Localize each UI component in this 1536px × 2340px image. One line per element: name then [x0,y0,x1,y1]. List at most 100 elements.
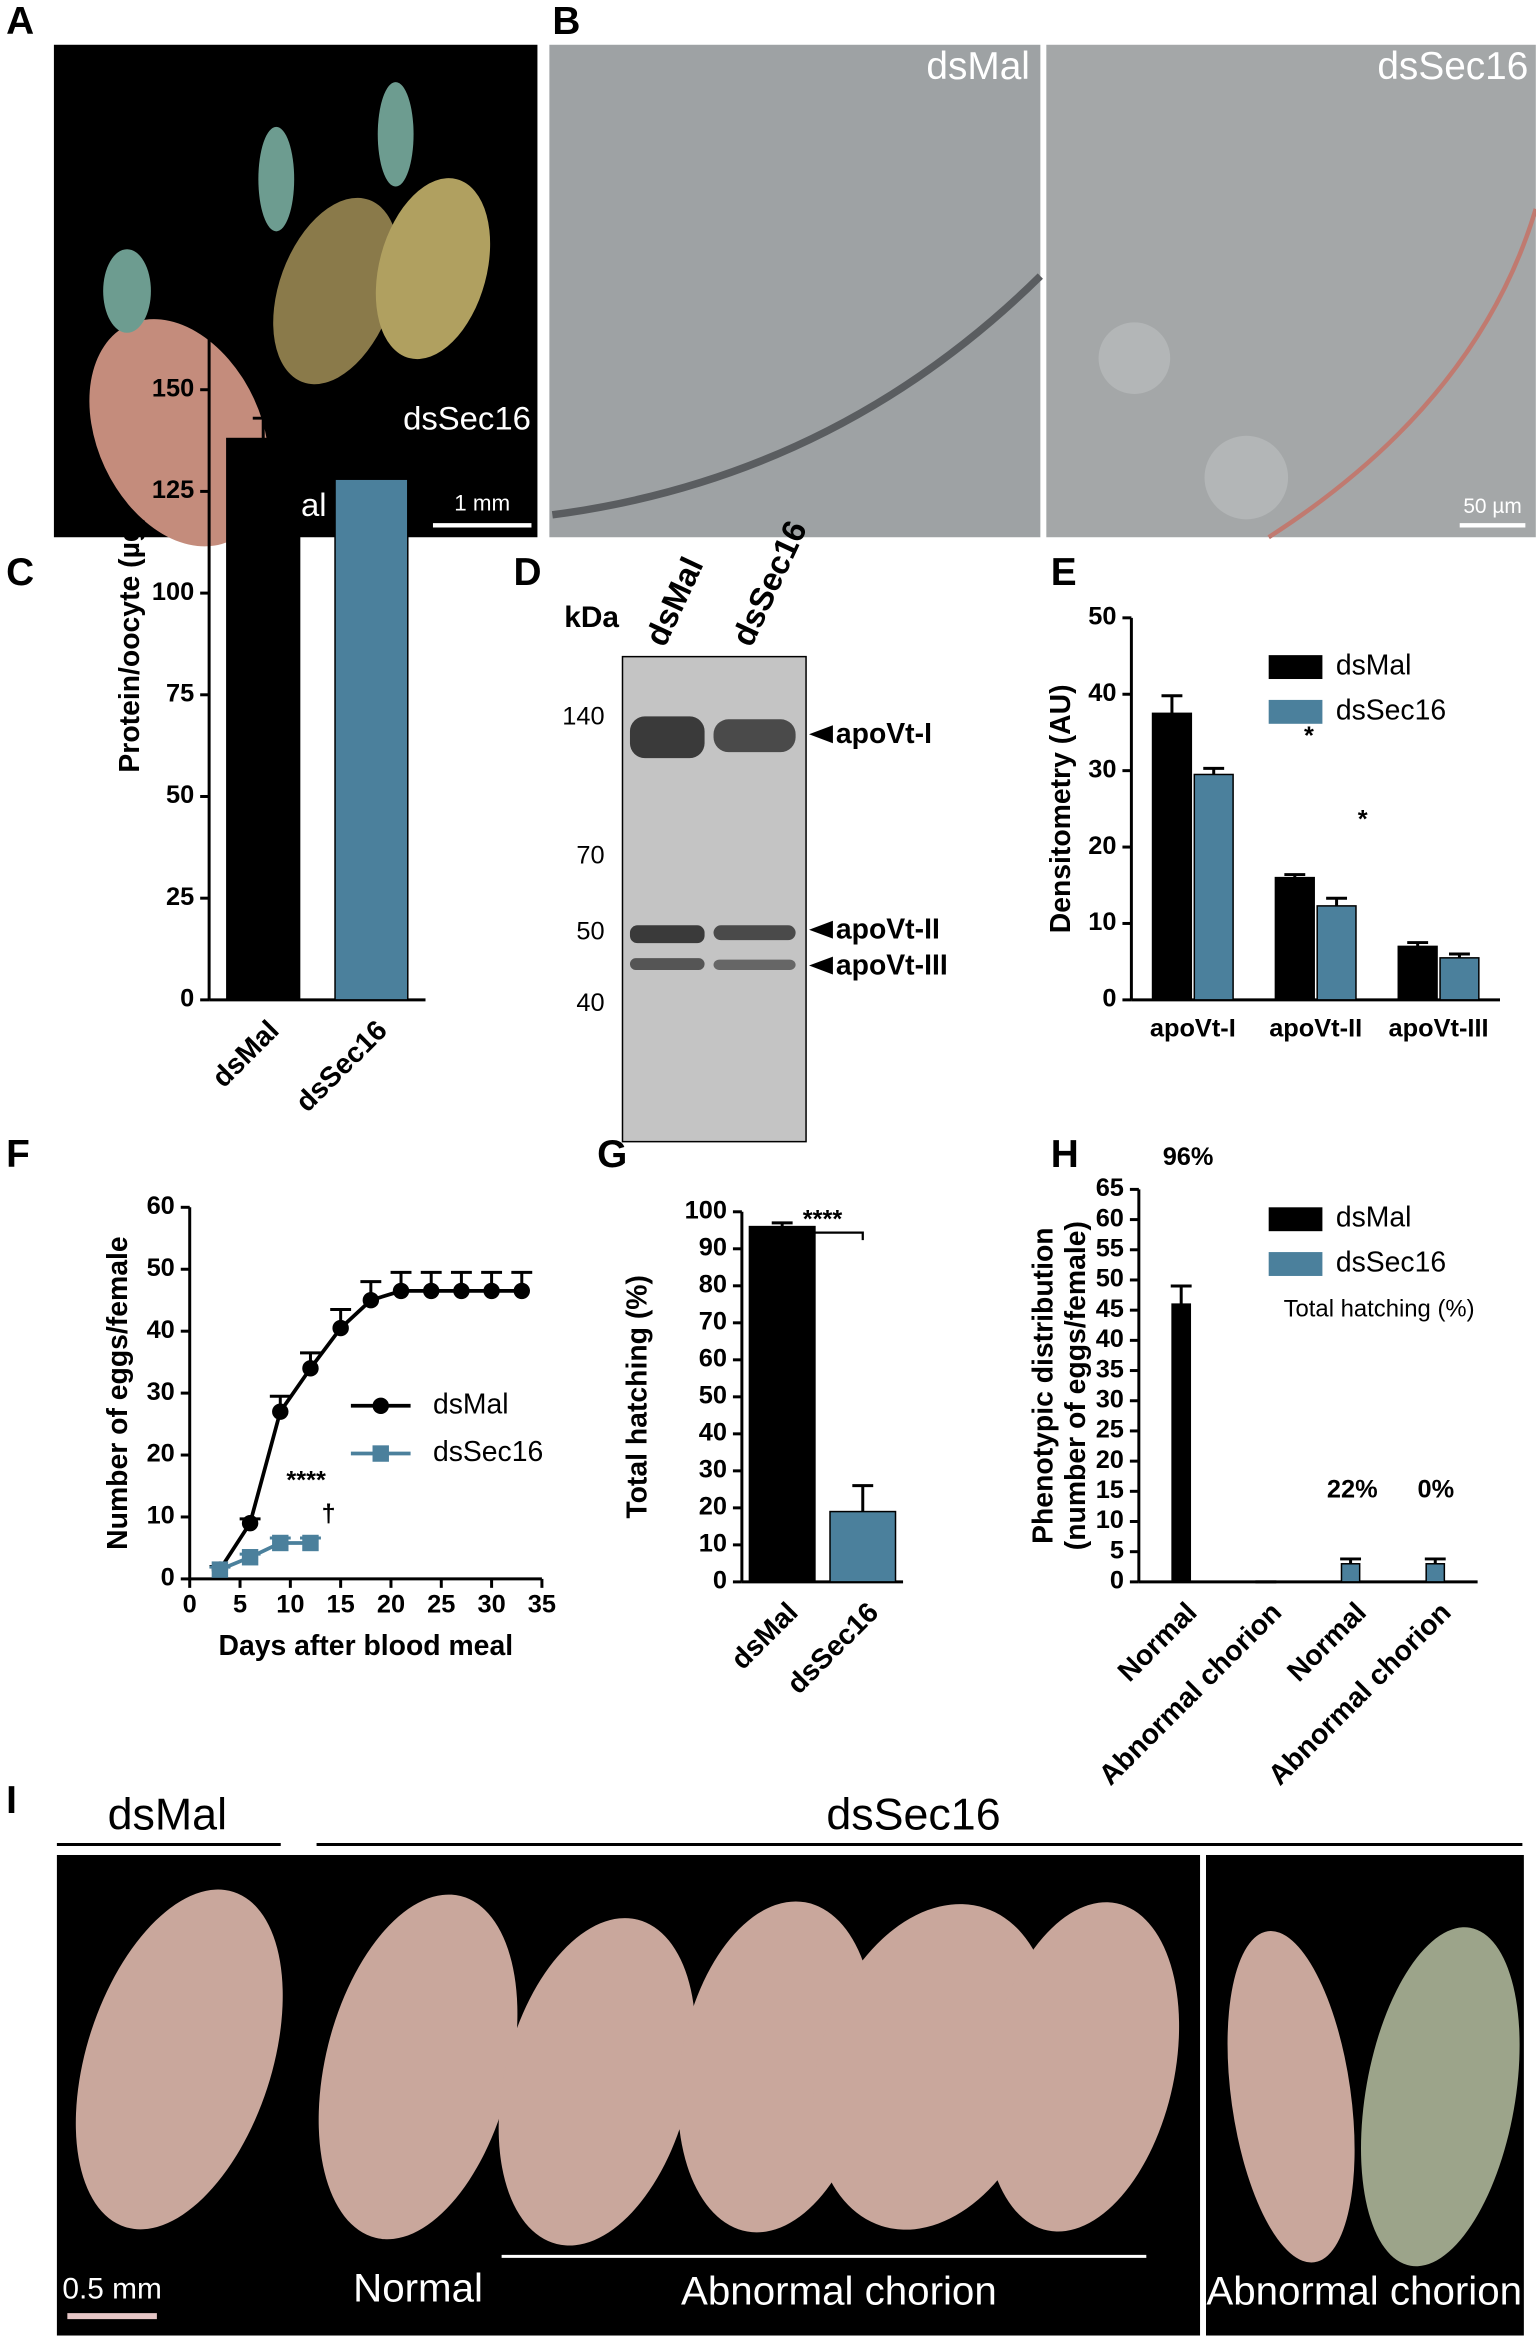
group-label: dsMal [108,1790,227,1840]
y-axis-label: Phenotypic distribution [1027,1227,1059,1544]
y-tick-label: 10 [699,1530,727,1558]
y-tick-label: 5 [1110,1536,1124,1564]
y-tick-label: 90 [699,1233,727,1261]
annotation: † [321,1499,335,1527]
panel-letter: B [552,0,580,43]
y-tick-label: 10 [1096,1506,1124,1534]
legend-label: dsMal [433,1388,509,1420]
photo-label: Normal [353,2265,483,2310]
y-tick-label: 20 [1096,1446,1124,1474]
marker [272,1534,289,1552]
marker [423,1282,440,1300]
marker [453,1282,470,1300]
y-axis-label: Number of eggs/female [102,1236,134,1549]
y-tick-label: 30 [147,1378,175,1406]
error-bar [1449,952,1470,958]
y-tick-label: 75 [166,679,194,707]
bar [1316,905,1357,1001]
legend-label: dsMal [1336,650,1412,682]
legend-swatch [1268,699,1323,724]
y-tick-label: 150 [152,374,194,402]
y-tick-label: 20 [699,1493,727,1521]
panel-letter: H [1051,1133,1079,1176]
x-tick-label: dsMal [725,1596,804,1675]
marker [392,1282,410,1300]
y-tick-label: 15 [1096,1476,1124,1504]
error-bar [1170,1284,1192,1305]
y-tick-label: 0 [161,1564,175,1592]
error-bar [1326,896,1348,906]
bar [1340,1563,1361,1583]
panel-letter: E [1051,551,1077,594]
x-tick-label: 25 [427,1590,455,1618]
legend-label: dsMal [1336,1202,1412,1234]
y-tick-label: 0 [713,1567,727,1595]
legend-swatch [1268,1207,1323,1232]
panel-letter: C [6,551,34,594]
photo-label: dsSec16 [1377,45,1528,88]
marker [513,1282,530,1300]
x-tick-label: apoVt-I [1150,1014,1236,1042]
y-tick-label: 45 [1096,1295,1124,1323]
lane-label: dsMal [637,551,710,651]
panel-letter: I [6,1779,17,1822]
bar [226,437,301,1001]
bar [748,1225,816,1583]
series-line [219,1541,311,1572]
marker [241,1549,259,1566]
y-tick-label: 40 [147,1316,175,1344]
y-tick-label: 50 [1096,1265,1124,1293]
y-tick-label: 10 [147,1502,175,1530]
error-bar [1284,873,1306,878]
x-tick-label: 5 [233,1590,247,1618]
y-tick-label: 0 [1110,1567,1124,1595]
y-tick-label: 50 [147,1254,175,1282]
marker [272,1403,289,1420]
y-tick-label: 125 [152,476,194,504]
bar [1425,1563,1446,1583]
scale-label: 1 mm [454,490,510,515]
annotation: 22% [1327,1476,1378,1504]
marker-label: 70 [576,841,604,869]
y-tick-label: 50 [1088,603,1116,631]
bar [334,478,409,1001]
series-line [218,1289,522,1571]
scale-label: 50 µm [1463,495,1521,518]
panel-letters: A B C D E F G H I [6,0,1079,1822]
marker [211,1561,229,1578]
bracket [781,1231,864,1241]
y-tick-label: 60 [699,1345,727,1373]
marker [362,1291,380,1309]
photo-label: dsMal [926,45,1029,88]
error-bar [771,1221,793,1227]
error-bar [1203,766,1225,775]
error-bar [360,453,382,480]
blot: kDa dsMal dsSec16 140 70 50 40 apoVt-I a… [562,515,948,1143]
annotation: **** [286,1467,326,1495]
x-tick-label: dsSec16 [290,1014,394,1118]
y-tick-label: 100 [152,578,194,606]
photo-label: dsSec16 [403,400,531,437]
y-tick-label: 0 [1102,985,1116,1013]
legend-label: dsSec16 [433,1436,543,1468]
band-label: apoVt-I [836,718,932,750]
legend-swatch [1268,1252,1323,1276]
y-axis-label: Total hatching (%) [621,1275,653,1519]
y-tick-label: 30 [1088,755,1116,783]
x-tick-label: 0 [183,1590,197,1618]
y-tick-label: 30 [699,1456,727,1484]
bar [1193,773,1234,1001]
y-tick-label: 40 [699,1419,727,1447]
panel-letter: A [6,0,34,43]
panel-letter: F [6,1133,30,1176]
error-bar [252,416,274,439]
x-tick-label: apoVt-III [1389,1014,1489,1042]
x-tick-label: 35 [528,1590,556,1618]
y-axis-label: (number of eggs/female) [1060,1221,1092,1550]
error-bar [1424,1557,1446,1564]
bar [1274,876,1315,1001]
error-bar [852,1484,874,1512]
marker [241,1514,259,1532]
y-tick-label: 65 [1096,1174,1124,1202]
